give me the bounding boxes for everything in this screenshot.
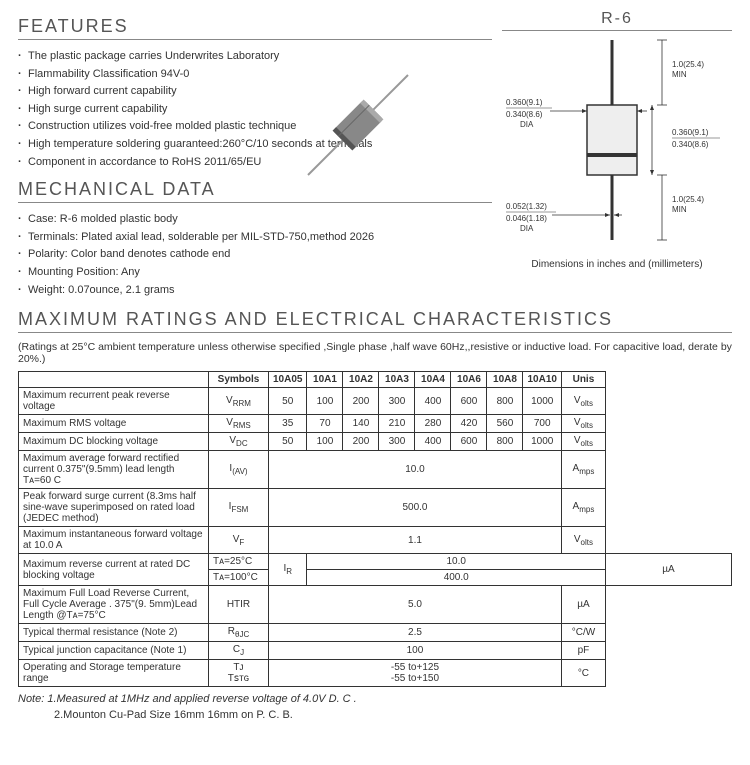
svg-text:0.052(1.32): 0.052(1.32)	[506, 202, 547, 211]
list-item: Flammability Classification 94V-0	[18, 66, 492, 84]
list-item: High temperature soldering guaranteed:26…	[18, 136, 492, 154]
list-item: Construction utilizes void-free molded p…	[18, 118, 492, 136]
footnote-2: 2.Mounton Cu-Pad Size 16mm 16mm on P. C.…	[18, 709, 732, 721]
list-item: The plastic package carries Underwrites …	[18, 48, 492, 66]
list-item: High surge current capability	[18, 101, 492, 119]
svg-text:DIA: DIA	[520, 120, 534, 129]
list-item: Component in accordance to RoHS 2011/65/…	[18, 154, 492, 172]
list-item: Mounting Position: Any	[18, 264, 492, 282]
list-item: Terminals: Plated axial lead, solderable…	[18, 229, 492, 247]
svg-text:0.360(9.1): 0.360(9.1)	[506, 98, 543, 107]
dim-caption: Dimensions in inches and (millimeters)	[502, 259, 732, 270]
svg-text:1.0(25.4)MIN: 1.0(25.4)MIN	[672, 60, 704, 79]
ratings-table: Symbols10A0510A110A210A310A410A610A810A1…	[18, 371, 732, 687]
package-title: R-6	[502, 10, 732, 31]
svg-text:0.340(8.6): 0.340(8.6)	[506, 110, 543, 119]
features-title: FEATURES	[18, 16, 492, 40]
list-item: Case: R-6 molded plastic body	[18, 211, 492, 229]
footnote-1: Note: 1.Measured at 1MHz and applied rev…	[18, 693, 732, 705]
svg-text:DIA: DIA	[520, 224, 534, 233]
svg-text:0.340(8.6): 0.340(8.6)	[672, 140, 709, 149]
ratings-note: (Ratings at 25°C ambient temperature unl…	[18, 341, 732, 365]
svg-text:0.046(1.18): 0.046(1.18)	[506, 214, 547, 223]
svg-text:0.360(9.1): 0.360(9.1)	[672, 128, 709, 137]
mechanical-title: MECHANICAL DATA	[18, 179, 492, 203]
package-diagram: 1.0(25.4)MIN 1.0(25.4)MIN 0.360(9.1) 0.3…	[502, 35, 732, 255]
ratings-title: MAXIMUM RATINGS AND ELECTRICAL CHARACTER…	[18, 309, 732, 333]
list-item: Weight: 0.07ounce, 2.1 grams	[18, 282, 492, 300]
list-item: High forward current capability	[18, 83, 492, 101]
svg-text:1.0(25.4)MIN: 1.0(25.4)MIN	[672, 195, 704, 214]
features-list: The plastic package carries Underwrites …	[18, 48, 492, 171]
mechanical-list: Case: R-6 molded plastic bodyTerminals: …	[18, 211, 492, 299]
component-3d-icon	[298, 65, 418, 185]
list-item: Polarity: Color band denotes cathode end	[18, 246, 492, 264]
